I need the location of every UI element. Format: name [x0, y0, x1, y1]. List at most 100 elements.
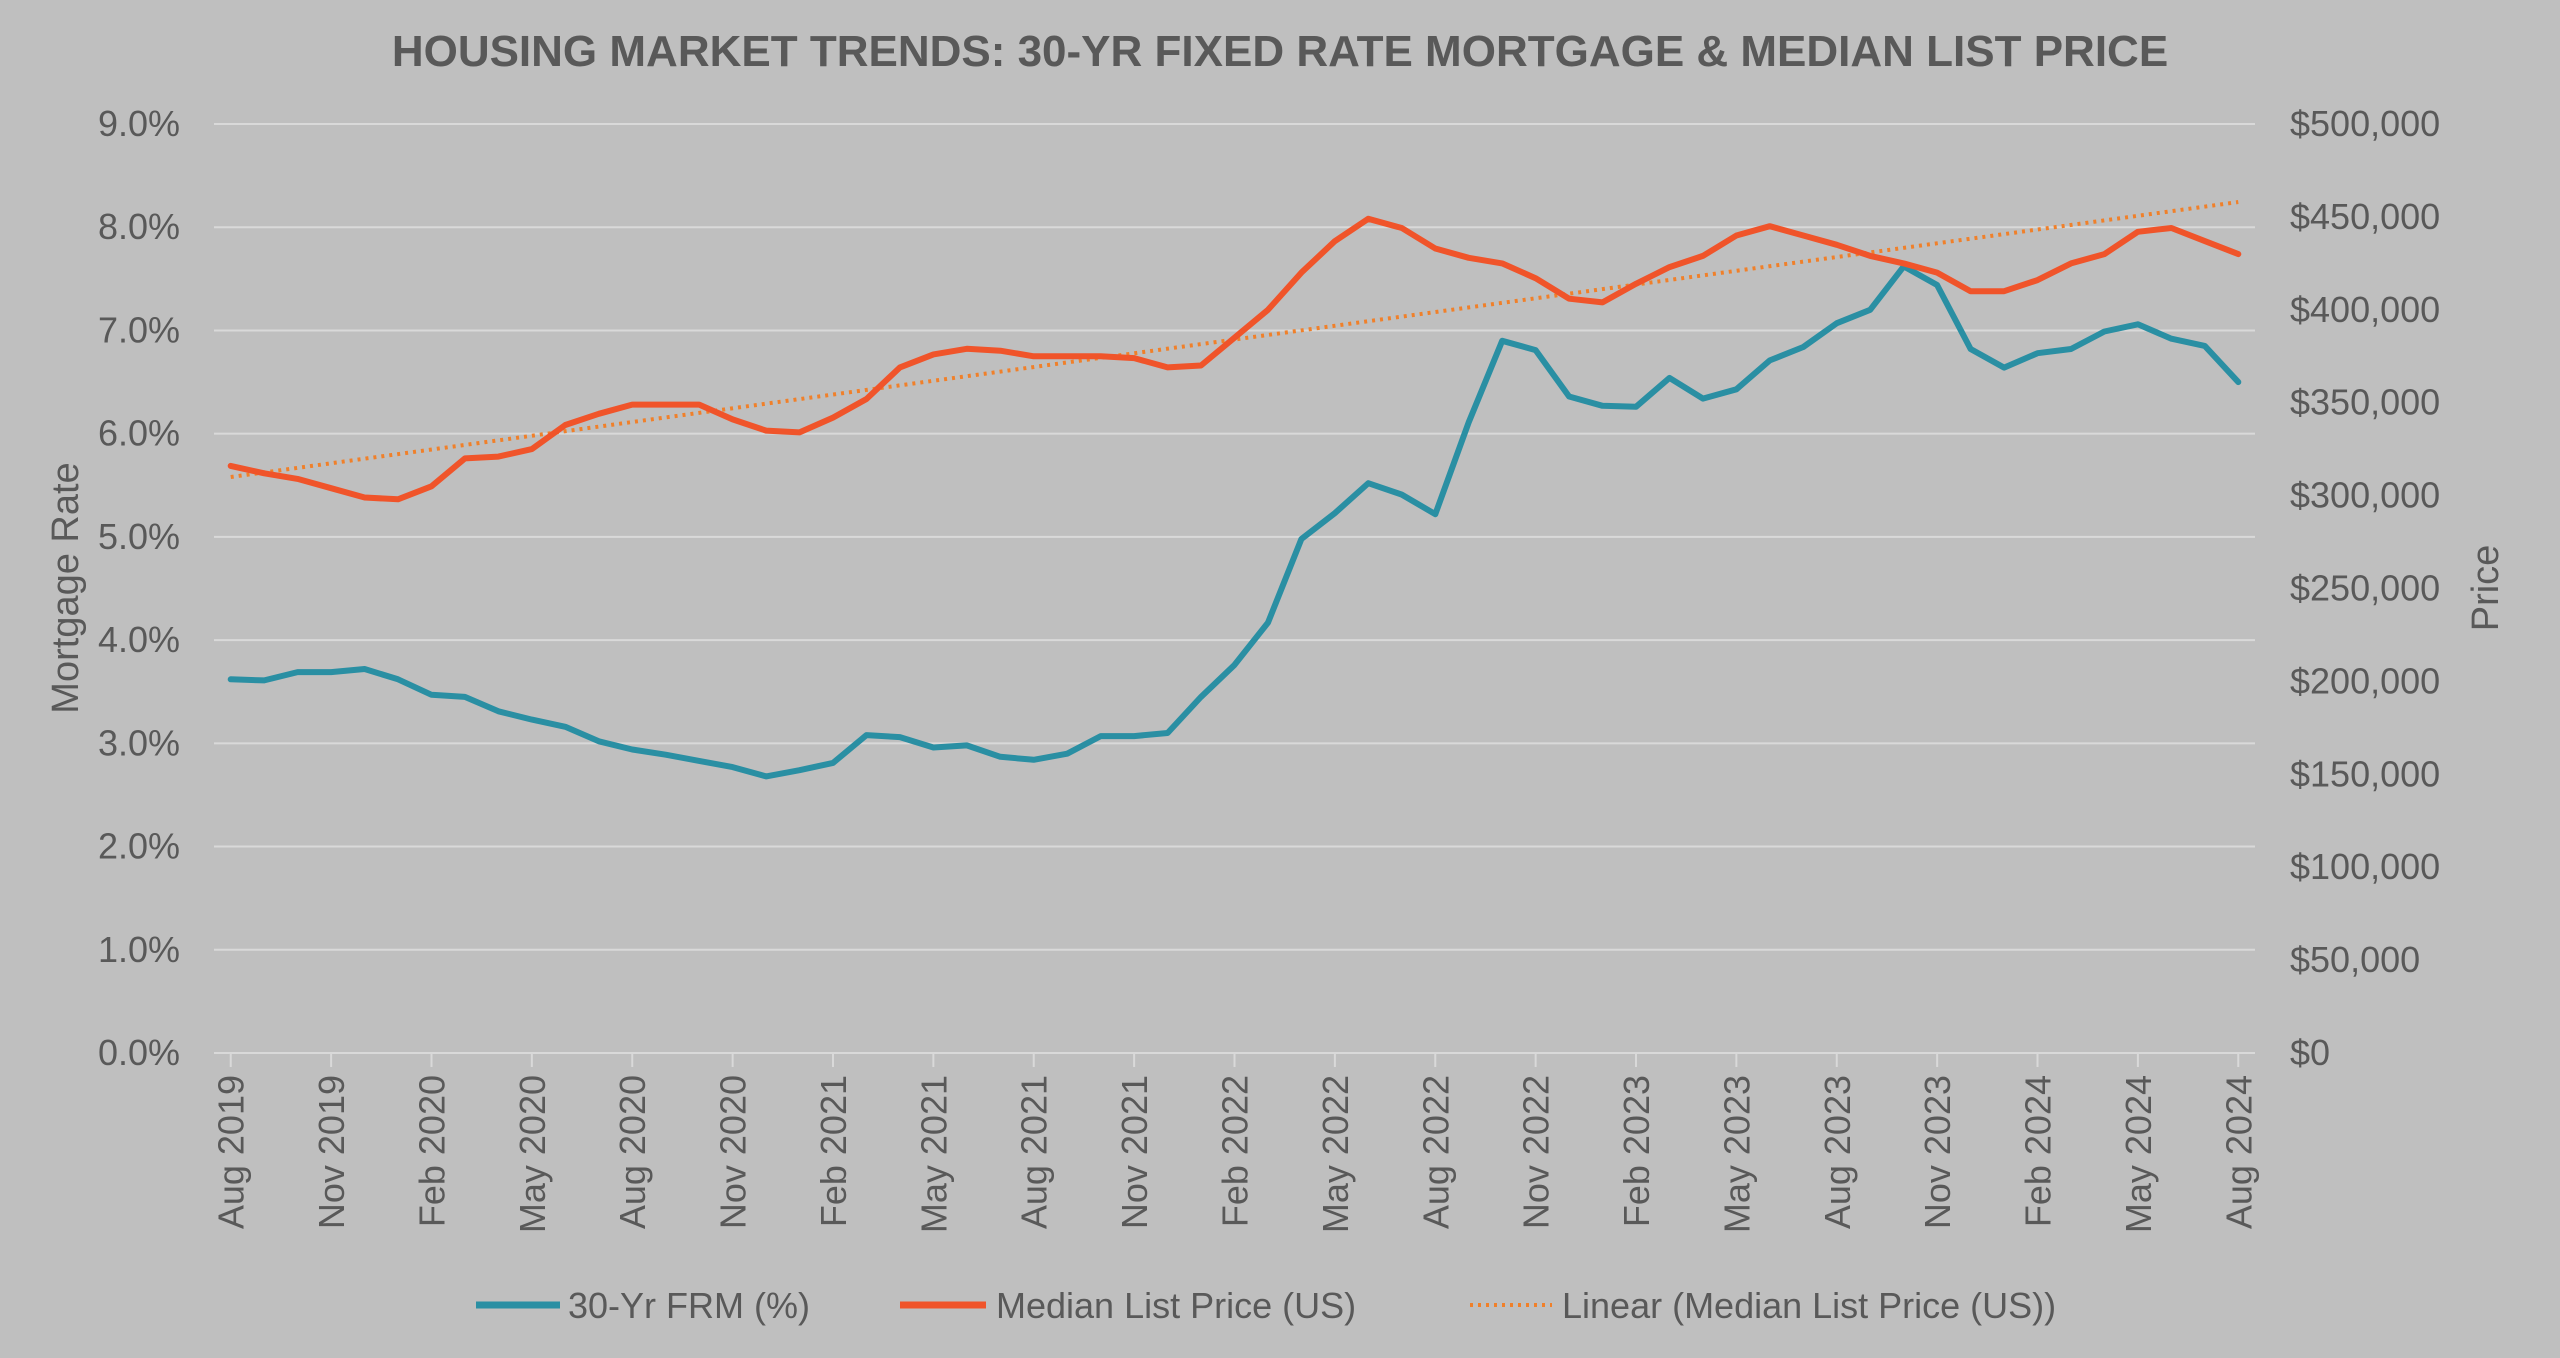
data-point	[1803, 235, 1804, 236]
x-tick-label: Feb 2024	[2018, 1075, 2059, 1227]
x-tick-label: May 2024	[2118, 1075, 2159, 1233]
data-point	[1535, 350, 1536, 351]
data-point	[1702, 255, 1703, 256]
legend-item-price: Median List Price (US)	[900, 1285, 1356, 1326]
data-point	[933, 354, 934, 355]
data-point	[1100, 736, 1101, 737]
data-point	[832, 762, 833, 763]
data-point	[1769, 360, 1770, 361]
x-tick-label: Nov 2023	[1917, 1075, 1958, 1229]
data-point	[1636, 406, 1637, 407]
data-point	[2137, 231, 2138, 232]
data-point	[230, 465, 231, 466]
data-point	[2104, 331, 2105, 332]
data-point	[498, 456, 499, 457]
data-point	[1301, 538, 1302, 539]
y-tick-label: 2.0%	[98, 826, 180, 867]
data-point	[431, 694, 432, 695]
data-point	[1569, 298, 1570, 299]
data-point	[1602, 405, 1603, 406]
x-tick-label: Aug 2022	[1415, 1075, 1456, 1229]
data-point	[398, 499, 399, 500]
data-point	[766, 776, 767, 777]
data-point	[598, 741, 599, 742]
y2-tick-label: $450,000	[2290, 196, 2440, 237]
y-tick-label: 4.0%	[98, 619, 180, 660]
data-point	[899, 737, 900, 738]
y-tick-label: 8.0%	[98, 206, 180, 247]
y2-tick-label: $150,000	[2290, 753, 2440, 794]
legend-label-trend: Linear (Median List Price (US))	[1562, 1285, 2056, 1326]
data-point	[230, 679, 231, 680]
data-point	[565, 424, 566, 425]
data-point	[1134, 358, 1135, 359]
data-point	[1267, 622, 1268, 623]
legend-label-mortgage: 30-Yr FRM (%)	[568, 1285, 810, 1326]
x-tick-label: Nov 2019	[311, 1075, 352, 1229]
data-point	[1067, 753, 1068, 754]
data-point	[1435, 248, 1436, 249]
data-point	[866, 735, 867, 736]
data-point	[1502, 263, 1503, 264]
data-point	[1000, 756, 1001, 757]
data-point	[1870, 309, 1871, 310]
data-point	[2204, 241, 2205, 242]
data-point	[2238, 382, 2239, 383]
data-point	[2171, 338, 2172, 339]
data-point	[1401, 228, 1402, 229]
y2-axis-title: Price	[2465, 545, 2507, 632]
data-point	[2204, 345, 2205, 346]
x-tick-label: May 2020	[512, 1075, 553, 1233]
data-point	[364, 669, 365, 670]
y-tick-label: 3.0%	[98, 722, 180, 763]
data-point	[1334, 241, 1335, 242]
y2-tick-label: $50,000	[2290, 939, 2420, 980]
data-point	[1000, 350, 1001, 351]
data-point	[2070, 263, 2071, 264]
y-axis-title: Mortgage Rate	[45, 462, 87, 713]
data-point	[699, 760, 700, 761]
data-point	[1870, 255, 1871, 256]
data-point	[1669, 377, 1670, 378]
y-tick-label: 6.0%	[98, 413, 180, 454]
x-tick-label: Feb 2022	[1215, 1075, 1256, 1227]
data-point	[1636, 283, 1637, 284]
data-point	[799, 770, 800, 771]
data-point	[1903, 263, 1904, 264]
data-point	[2070, 349, 2071, 350]
data-point	[732, 419, 733, 420]
data-point	[699, 404, 700, 405]
data-point	[1970, 291, 1971, 292]
x-tick-label: May 2021	[913, 1075, 954, 1233]
legend-item-trend: Linear (Median List Price (US))	[1470, 1285, 2056, 1326]
data-point	[464, 696, 465, 697]
data-point	[1134, 736, 1135, 737]
data-point	[2037, 353, 2038, 354]
data-point	[632, 749, 633, 750]
data-point	[933, 747, 934, 748]
data-point	[1167, 367, 1168, 368]
data-point	[1368, 483, 1369, 484]
x-tick-label: Aug 2019	[211, 1075, 252, 1229]
data-point	[966, 348, 967, 349]
data-point	[1234, 337, 1235, 338]
data-point	[2137, 324, 2138, 325]
y2-tick-label: $350,000	[2290, 382, 2440, 423]
data-point	[866, 398, 867, 399]
x-axis-ticks: Aug 2019 Nov 2019 Feb 2020 May 2020 Aug 2020…	[211, 1075, 2260, 1233]
y-tick-label: 7.0%	[98, 309, 180, 350]
data-point	[598, 413, 599, 414]
data-point	[766, 430, 767, 431]
data-point	[2171, 228, 2172, 229]
data-point	[264, 680, 265, 681]
data-point	[1836, 244, 1837, 245]
data-point	[1468, 422, 1469, 423]
data-point	[1201, 696, 1202, 697]
y-tick-label: 9.0%	[98, 103, 180, 144]
data-point	[665, 404, 666, 405]
data-point	[1669, 267, 1670, 268]
axes	[214, 1052, 2255, 1067]
data-point	[1435, 514, 1436, 515]
data-point	[297, 672, 298, 673]
